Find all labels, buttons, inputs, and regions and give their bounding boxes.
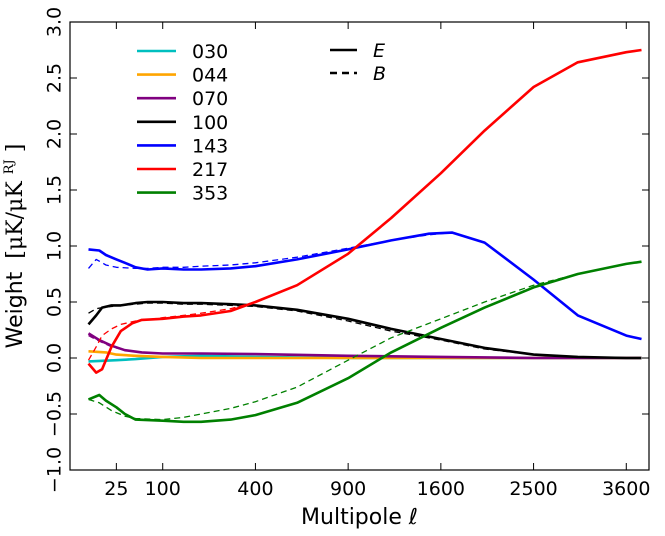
series-line-143-B xyxy=(88,231,642,340)
style-legend-label-E: E xyxy=(373,40,385,62)
series-line-143-E xyxy=(88,231,642,341)
legend-label-070: 070 xyxy=(192,88,228,110)
y-axis-label-units: [μK/μK xyxy=(3,181,28,259)
series-line-353-B xyxy=(88,261,642,421)
legend-label-044: 044 xyxy=(192,65,228,87)
y-tick-label: 0.5 xyxy=(44,287,66,317)
series-line-353-E xyxy=(88,260,642,424)
legend-label-353: 353 xyxy=(192,183,228,205)
x-tick-label: 25 xyxy=(104,478,128,500)
series-layer xyxy=(87,48,642,424)
y-tick-label: 0.0 xyxy=(44,343,66,373)
x-tick-label: 900 xyxy=(330,478,366,500)
y-axis-label-main: Weight xyxy=(3,271,28,348)
y-axis-label-units-close: ] xyxy=(3,144,28,153)
x-axis-label: Multipole ℓ xyxy=(301,505,418,530)
y-tick-label: 2.5 xyxy=(44,63,66,93)
style-legend-label-B: B xyxy=(373,63,386,85)
legend-label-217: 217 xyxy=(192,159,228,181)
series-line-044-E xyxy=(88,350,642,360)
series-line-100-B xyxy=(88,302,642,359)
y-tick-label: −1.0 xyxy=(44,447,66,493)
series-line-217-B xyxy=(87,49,642,361)
y-tick-label: −0.5 xyxy=(44,391,66,437)
x-tick-label: 3600 xyxy=(602,478,650,500)
x-tick-label: 400 xyxy=(237,478,273,500)
legend-label-143: 143 xyxy=(192,135,228,157)
legend-label-030: 030 xyxy=(192,41,228,63)
style-legend: EB xyxy=(330,40,386,85)
ticks-layer: 25 100 400 900 1600 2500 3600 −1.0 −0.5 0.0 0.5 1.0… xyxy=(44,7,651,500)
y-tick-label: 1.5 xyxy=(44,175,66,205)
y-tick-label: 1.0 xyxy=(44,231,66,261)
y-axis-label: Weight [μK/μK RJ ] xyxy=(0,144,28,349)
y-tick-label: 2.0 xyxy=(44,119,66,149)
y-tick-label: 3.0 xyxy=(44,7,66,37)
series-line-217-E xyxy=(87,48,642,374)
x-tick-label: 2500 xyxy=(509,478,557,500)
legend-label-100: 100 xyxy=(192,112,228,134)
plot-area: 25 100 400 900 1600 2500 3600 −1.0 −0.5 0.0 0.5 1.0… xyxy=(44,7,651,500)
x-tick-label: 100 xyxy=(145,478,181,500)
y-axis-label-units-sup: RJ xyxy=(2,159,17,174)
series-line-100-E xyxy=(87,300,642,360)
series-line-070-E xyxy=(87,332,642,360)
x-tick-label: 1600 xyxy=(417,478,465,500)
